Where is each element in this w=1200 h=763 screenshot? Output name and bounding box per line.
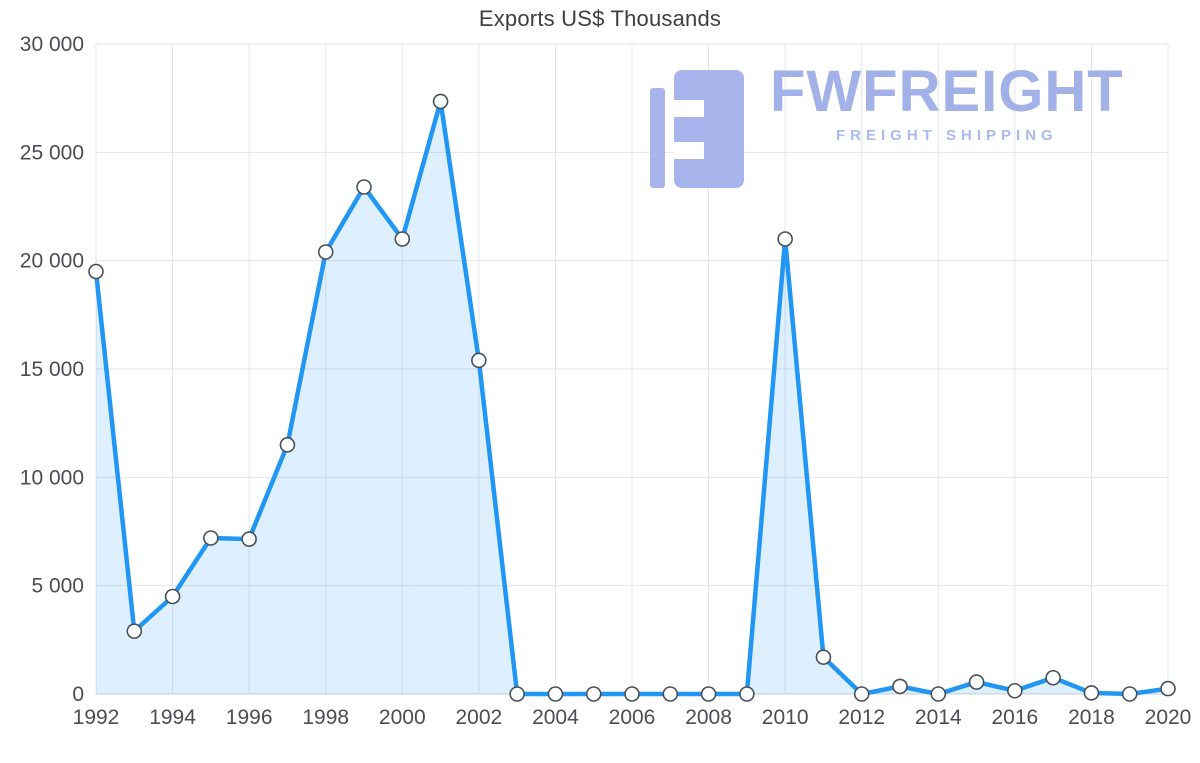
data-point-marker: [968, 674, 985, 690]
x-axis-label: 2014: [915, 706, 962, 729]
brand-text-block: FWFREIGHT FREIGHT SHIPPING: [770, 59, 1124, 144]
data-point-marker: [432, 93, 449, 110]
data-point-marker: [585, 686, 602, 702]
data-point-marker: [203, 530, 219, 546]
x-axis-label: 2018: [1068, 706, 1115, 729]
data-point-marker: [547, 686, 564, 702]
y-axis-label: 30 000: [20, 33, 84, 56]
x-axis-label: 2010: [762, 706, 809, 729]
series-area: [96, 101, 1168, 694]
x-axis-label: 2002: [455, 706, 502, 729]
x-axis-label: 2020: [1145, 706, 1192, 729]
data-point-marker: [739, 686, 755, 702]
y-axis-label: 20 000: [20, 250, 84, 273]
x-axis-label: 2004: [532, 706, 579, 729]
data-point-marker: [279, 437, 296, 453]
data-point-marker: [815, 649, 832, 665]
data-point-marker: [1121, 686, 1138, 702]
data-point-marker: [1160, 680, 1176, 697]
data-point-marker: [624, 686, 640, 702]
data-point-marker: [471, 352, 487, 369]
y-axis-label: 5 000: [31, 575, 84, 598]
data-point-marker: [1045, 669, 1061, 686]
brand-logo-icon: [650, 70, 744, 188]
data-point-marker: [853, 686, 870, 702]
data-point-marker: [394, 231, 411, 247]
brand-watermark: FWFREIGHT FREIGHT SHIPPING: [648, 59, 1124, 190]
data-point-marker: [164, 588, 181, 605]
data-point-marker: [777, 231, 793, 247]
y-axis-label: 10 000: [20, 466, 84, 489]
data-point-marker: [930, 686, 947, 702]
data-point-marker: [509, 686, 525, 702]
y-axis-label: 25 000: [20, 141, 84, 164]
x-axis-label: 1996: [226, 706, 273, 729]
y-axis-label: 0: [72, 683, 84, 706]
brand-tagline: FREIGHT SHIPPING: [836, 126, 1058, 144]
data-point-marker: [126, 623, 143, 639]
brand-name: FWFREIGHT: [770, 59, 1124, 124]
x-axis-label: 2000: [379, 706, 426, 729]
x-axis-label: 2006: [609, 706, 656, 729]
data-point-marker: [700, 686, 717, 702]
x-axis-label: 1994: [149, 706, 196, 729]
data-point-marker: [317, 244, 334, 260]
chart-title: Exports US$ Thousands: [478, 6, 722, 31]
data-point-marker: [662, 686, 679, 702]
x-axis-label: 1992: [73, 706, 120, 729]
data-point-marker: [1083, 685, 1100, 701]
data-point-marker: [356, 179, 372, 195]
x-axis-label: 2012: [838, 706, 885, 729]
x-axis-label: 1998: [302, 706, 349, 729]
data-point-marker: [88, 263, 104, 280]
data-point-marker: [241, 531, 257, 547]
x-axis-label: 2016: [991, 706, 1038, 729]
y-axis-label: 15 000: [20, 358, 84, 381]
x-axis-label: 2008: [685, 706, 732, 729]
data-point-marker: [892, 678, 908, 695]
data-point-marker: [1007, 682, 1023, 699]
